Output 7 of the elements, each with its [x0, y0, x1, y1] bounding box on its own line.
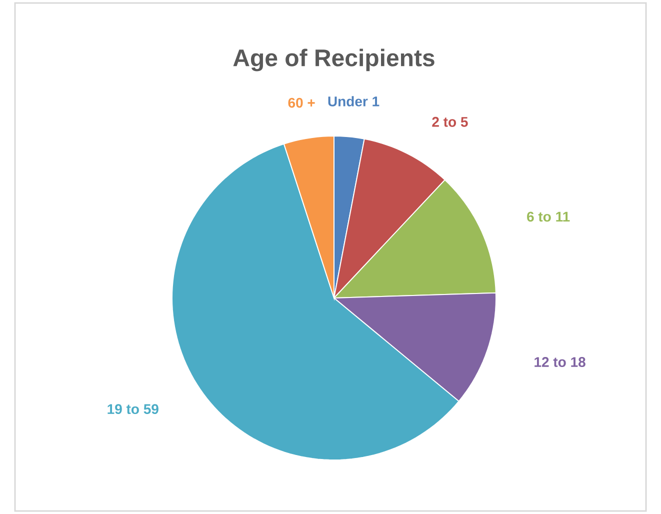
slice-label: 6 to 11	[527, 212, 570, 222]
chart-title: Age of Recipients	[233, 48, 434, 72]
slice-label: 19 to 59	[108, 404, 158, 414]
slice-label: 12 to 18	[534, 357, 586, 367]
slice-label: Under 1	[328, 96, 380, 106]
slice-label: 2 to 5	[432, 116, 468, 127]
slice-label: 60 +	[288, 98, 315, 108]
